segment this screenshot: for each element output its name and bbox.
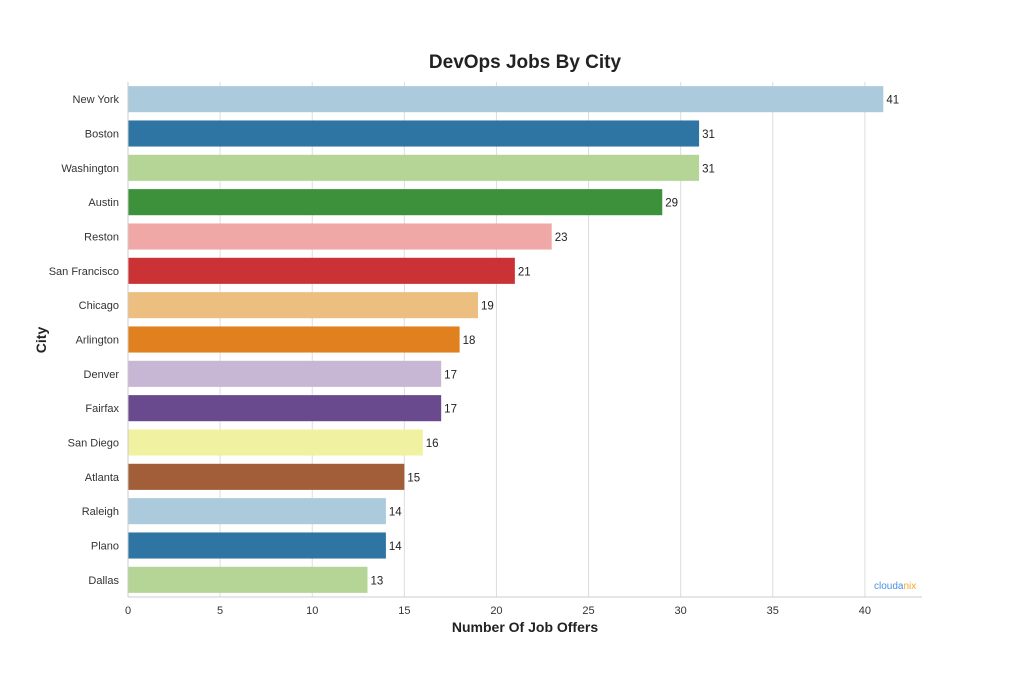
x-tick-label: 0 [125, 605, 131, 617]
y-tick-label: Boston [85, 129, 119, 141]
chart-title: DevOps Jobs By City [429, 52, 622, 73]
bar [128, 360, 442, 387]
data-label: 18 [463, 335, 476, 347]
bar [128, 86, 884, 113]
bar [128, 498, 386, 525]
y-tick-label: Austin [88, 197, 119, 209]
y-tick-label: Plano [91, 541, 119, 553]
data-label: 31 [702, 129, 715, 141]
data-label: 15 [407, 472, 420, 484]
y-tick-label: Washington [61, 163, 119, 175]
bar [128, 292, 479, 319]
bar [128, 257, 515, 284]
x-tick-label: 30 [675, 605, 687, 617]
x-tick-label: 5 [217, 605, 223, 617]
y-tick-label: San Diego [68, 438, 119, 450]
data-label: 31 [702, 163, 715, 175]
watermark-part2: nix [903, 581, 917, 592]
x-tick-label: 10 [306, 605, 318, 617]
data-label: 19 [481, 301, 494, 313]
x-tick-label: 40 [859, 605, 871, 617]
bar [128, 189, 663, 216]
bar [128, 395, 442, 422]
data-label: 29 [665, 198, 678, 210]
x-tick-label: 20 [490, 605, 502, 617]
y-tick-label: Fairfax [85, 403, 119, 415]
y-tick-label: Chicago [79, 300, 119, 312]
bar [128, 463, 405, 490]
data-label: 16 [426, 438, 439, 450]
data-label: 23 [555, 232, 568, 244]
y-tick-label: Atlanta [85, 472, 120, 484]
bar [128, 120, 700, 147]
data-label: 14 [389, 541, 402, 553]
bar [128, 154, 700, 181]
y-tick-label: New York [73, 94, 120, 106]
y-tick-label: Dallas [88, 575, 119, 587]
data-label: 17 [444, 404, 457, 416]
y-tick-label: Arlington [76, 335, 119, 347]
x-tick-label: 25 [582, 605, 594, 617]
y-tick-label: San Francisco [49, 266, 119, 278]
x-axis-label: Number Of Job Offers [452, 619, 598, 635]
watermark-logo: cloudanix [874, 581, 916, 592]
watermark-part1: clouda [874, 581, 904, 592]
data-label: 17 [444, 369, 457, 381]
data-label: 13 [370, 575, 383, 587]
bar [128, 566, 368, 593]
bar [128, 532, 386, 559]
data-label: 41 [886, 95, 899, 107]
y-tick-label: Raleigh [82, 506, 119, 518]
bar [128, 223, 552, 250]
x-tick-label: 15 [398, 605, 410, 617]
data-label: 14 [389, 507, 402, 519]
bar [128, 429, 423, 456]
data-label: 21 [518, 266, 531, 278]
y-tick-label: Reston [84, 232, 119, 244]
bar [128, 326, 460, 353]
y-tick-label: Denver [84, 369, 120, 381]
y-axis-label: City [33, 327, 49, 354]
x-tick-label: 35 [767, 605, 779, 617]
